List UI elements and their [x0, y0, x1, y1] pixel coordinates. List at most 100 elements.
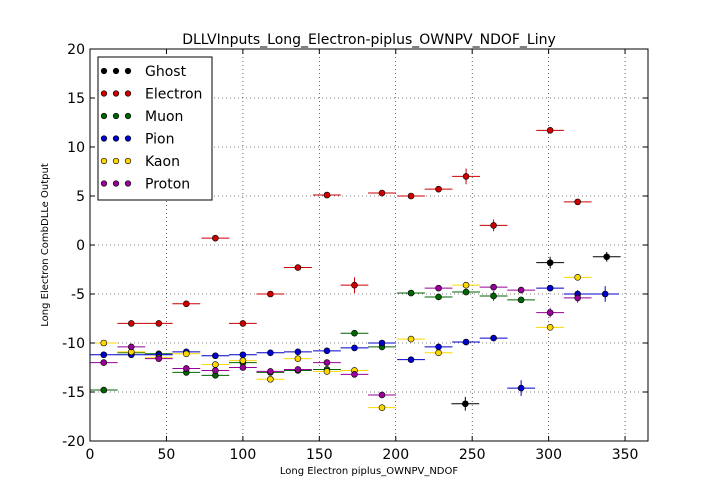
x-tick-label: 50 — [158, 447, 176, 463]
legend-marker-kaon — [124, 157, 132, 165]
x-axis-label: Long Electron piplus_OWNPV_NDOF — [280, 466, 459, 477]
x-tick-label: 0 — [86, 447, 95, 463]
kaon-point — [212, 361, 219, 368]
legend-marker-pion — [100, 135, 108, 142]
legend-marker-pion — [112, 135, 120, 142]
kaon-point — [546, 324, 554, 331]
pion-point — [546, 284, 554, 292]
electron-point — [183, 300, 190, 308]
muon-point — [351, 329, 358, 337]
electron-point — [267, 290, 274, 298]
proton-point — [351, 371, 358, 378]
legend-label-pion: Pion — [145, 132, 174, 148]
kaon-point — [462, 281, 470, 289]
proton-point — [517, 286, 525, 294]
x-tick-label: 350 — [612, 447, 639, 463]
electron-point — [462, 173, 470, 180]
axis-ticks — [89, 48, 648, 442]
pion-point — [294, 348, 302, 356]
pion-point — [378, 339, 386, 347]
legend-label-muon: Muon — [145, 109, 183, 125]
pion-point — [407, 356, 415, 363]
legend-label-electron: Electron — [145, 87, 202, 103]
legend-marker-electron — [124, 90, 132, 97]
pion-point — [239, 351, 247, 359]
electron-point — [127, 320, 135, 327]
kaon-point — [407, 335, 415, 343]
electron-point — [378, 189, 386, 197]
muon-point — [517, 296, 525, 304]
x-tick-labels: 0 50 100 150 200 250 300 350 — [86, 447, 639, 463]
muon-point — [490, 292, 497, 300]
ghost-point — [546, 259, 554, 266]
muon-point — [435, 293, 442, 301]
ghost-point — [603, 253, 611, 261]
kaon-point — [435, 349, 442, 357]
proton-point — [378, 391, 386, 399]
y-tick-labels: -20 -15 -10 -5 0 5 10 15 20 — [62, 42, 85, 450]
y-axis-label: Long Electron CombDLLe Output — [40, 163, 51, 327]
electron-point — [294, 264, 302, 271]
y-tick-label: -5 — [71, 287, 85, 303]
legend-marker-kaon — [112, 157, 120, 165]
x-tick-label: 300 — [535, 447, 562, 463]
electron-point — [546, 127, 554, 134]
legend-box — [97, 56, 213, 201]
data-points — [100, 127, 611, 411]
x-tick-label: 200 — [382, 447, 409, 463]
y-tick-label: 20 — [67, 42, 85, 58]
pion-point — [462, 338, 470, 346]
legend-marker-pion — [124, 135, 132, 142]
proton-point — [212, 367, 219, 374]
electron-point — [155, 320, 163, 327]
kaon-point — [239, 357, 247, 364]
electron-point — [490, 222, 497, 229]
legend-label-ghost: Ghost — [145, 64, 187, 80]
kaon-point — [294, 355, 302, 362]
kaon-point — [323, 368, 331, 375]
pion-point — [212, 352, 219, 360]
kaon-point — [100, 339, 108, 347]
electron-point — [212, 234, 219, 242]
muon-point — [100, 386, 108, 394]
legend-marker-muon — [112, 112, 120, 120]
y-tick-label: 10 — [67, 140, 85, 156]
pion-point — [323, 347, 331, 355]
x-tick-label: 250 — [459, 447, 486, 463]
pion-point — [517, 384, 525, 392]
electron-point — [351, 281, 358, 289]
proton-point — [100, 359, 108, 366]
legend-marker-ghost — [124, 67, 132, 75]
muon-point — [462, 288, 470, 296]
legend-marker-proton — [100, 180, 108, 187]
kaon-point — [267, 375, 274, 383]
kaon-point — [183, 350, 190, 358]
pion-point — [601, 290, 609, 298]
pion-point — [267, 349, 274, 357]
legend-marker-proton — [112, 180, 120, 187]
proton-point — [323, 359, 331, 366]
electron-point — [574, 198, 581, 206]
kaon-point — [378, 404, 386, 411]
y-tick-label: 5 — [76, 189, 85, 205]
proton-point — [267, 368, 274, 375]
electron-point — [239, 320, 247, 327]
legend-label-kaon: Kaon — [145, 154, 180, 170]
proton-point — [435, 284, 442, 292]
muon-point — [407, 289, 415, 297]
pion-point — [351, 344, 358, 352]
y-tick-label: -15 — [62, 385, 85, 401]
electron-point — [323, 191, 331, 199]
electron-point — [435, 185, 442, 193]
kaon-point — [574, 274, 581, 281]
y-tick-label: 0 — [76, 238, 85, 254]
proton-point — [294, 366, 302, 373]
legend-label-proton: Proton — [145, 177, 190, 193]
pion-point — [490, 334, 497, 342]
legend-marker-ghost — [112, 67, 120, 75]
proton-point — [574, 294, 581, 302]
y-tick-label: -10 — [62, 336, 85, 352]
legend-marker-kaon — [100, 157, 108, 165]
ghost-point — [462, 400, 469, 408]
